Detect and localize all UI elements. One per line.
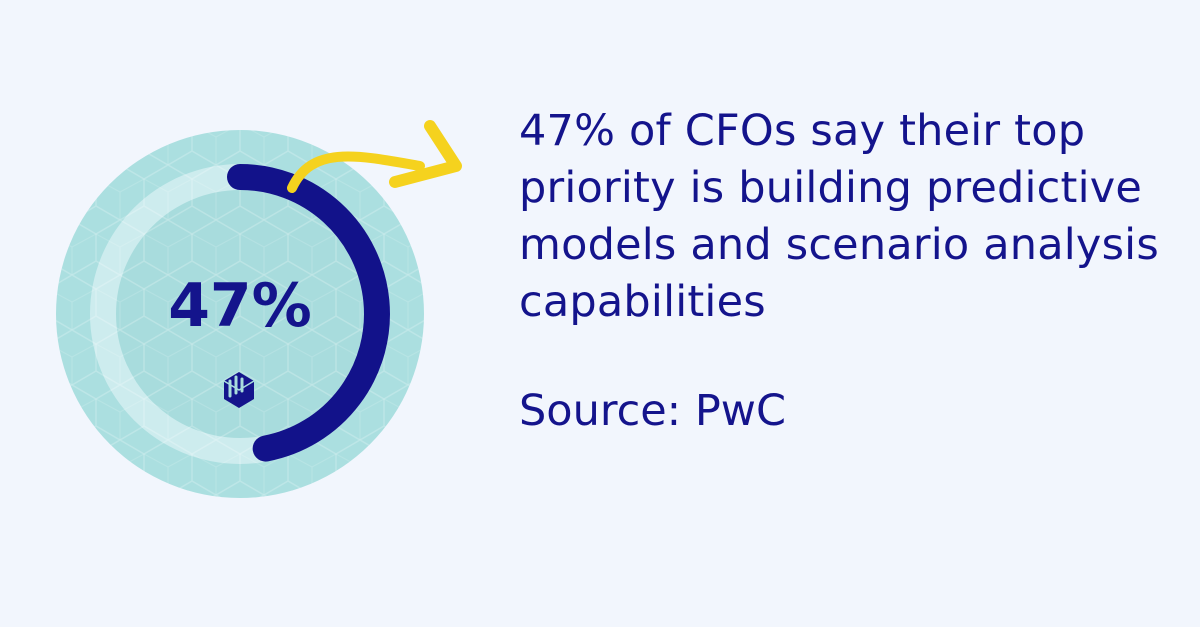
text-block: 47% of CFOs say their top priority is bu…: [519, 103, 1179, 440]
stat-graphic: 47%: [56, 120, 462, 498]
arrow-icon: [287, 120, 462, 193]
percent-label: 47%: [168, 271, 312, 341]
logo-icon: [223, 372, 255, 408]
source-label: Source: PwC: [519, 386, 786, 436]
progress-arc: [227, 164, 390, 462]
headline: 47% of CFOs say their top priority is bu…: [519, 106, 1159, 327]
